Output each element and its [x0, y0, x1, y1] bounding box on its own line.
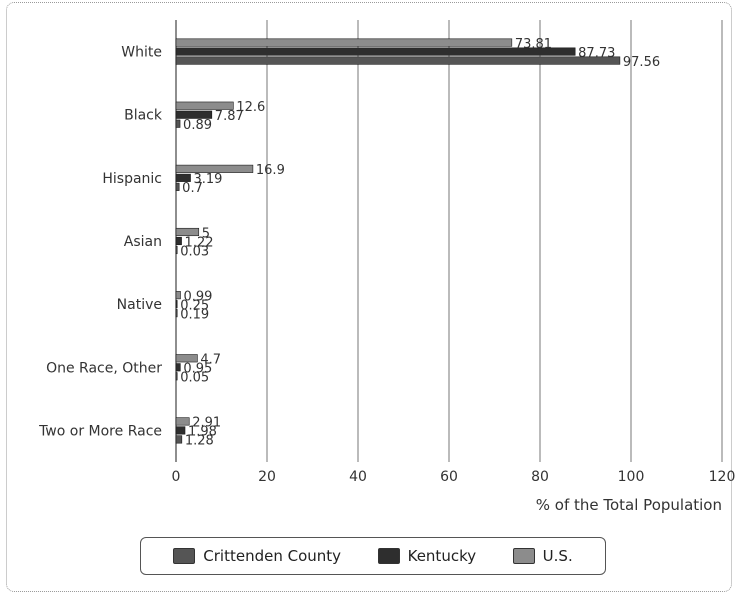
legend-item-crittenden-county[interactable]: Crittenden County	[173, 547, 341, 565]
data-label: 0.99	[184, 289, 213, 304]
category-label: Two or More Race	[38, 423, 162, 439]
category-label: Native	[117, 297, 162, 313]
data-label: 3.19	[194, 172, 223, 187]
bar[interactable]	[175, 417, 190, 426]
bar[interactable]	[175, 110, 213, 119]
bar[interactable]	[175, 227, 200, 237]
bars	[175, 38, 621, 444]
data-label: 5	[202, 226, 210, 241]
legend-label: Kentucky	[407, 547, 477, 565]
data-label: 1.98	[188, 425, 217, 440]
bar[interactable]	[175, 164, 254, 173]
legend: Crittenden County Kentucky U.S.	[140, 537, 606, 575]
data-label: 0.7	[182, 181, 203, 196]
bar[interactable]	[175, 173, 191, 182]
x-tick-label: 120	[709, 469, 736, 485]
chart-frame	[6, 2, 732, 592]
bar[interactable]	[175, 309, 178, 318]
bar[interactable]	[175, 435, 183, 444]
category-labels: White Black Hispanic Asian Native One Race, O…	[38, 45, 163, 440]
data-label: 2.91	[192, 416, 221, 431]
bar[interactable]	[175, 56, 621, 65]
bar[interactable]	[175, 119, 181, 128]
bar[interactable]	[175, 38, 513, 47]
bar[interactable]	[175, 245, 178, 255]
data-label: 73.81	[515, 37, 552, 52]
legend-swatch	[173, 548, 196, 564]
bar[interactable]	[175, 47, 576, 56]
data-label: 0.03	[180, 244, 209, 259]
data-label: 0.95	[183, 362, 212, 377]
bar[interactable]	[175, 354, 198, 363]
x-tick-label: 80	[531, 469, 549, 485]
legend-label: U.S.	[542, 547, 573, 565]
data-label: 0.25	[180, 298, 209, 313]
legend-swatch	[377, 548, 400, 564]
x-tick-label: 60	[440, 469, 458, 485]
bar[interactable]	[175, 236, 182, 246]
bar[interactable]	[175, 300, 178, 309]
bar[interactable]	[175, 363, 181, 372]
data-label: 7.87	[215, 109, 244, 124]
data-label: 87.73	[578, 46, 615, 61]
category-label: Hispanic	[102, 171, 162, 187]
legend-item-kentucky[interactable]: Kentucky	[377, 547, 477, 565]
data-label: 1.28	[185, 434, 214, 449]
data-label: 16.9	[256, 163, 285, 178]
gridlines	[175, 20, 723, 462]
bar[interactable]	[175, 372, 178, 381]
bar[interactable]	[175, 182, 180, 191]
data-label: 0.05	[180, 371, 209, 386]
legend-swatch	[512, 548, 535, 564]
x-tick-label: 40	[349, 469, 367, 485]
data-label: 12.6	[236, 100, 265, 115]
category-label: Asian	[124, 234, 162, 250]
bar[interactable]	[175, 426, 186, 435]
value-labels: 73.8187.7397.5612.67.870.8916.93.190.751…	[180, 37, 660, 449]
x-tick-label: 100	[618, 469, 645, 485]
x-tick-label: 0	[172, 469, 181, 485]
bar[interactable]	[175, 291, 181, 300]
data-label: 97.56	[623, 55, 660, 70]
x-axis-title: % of the Total Population	[536, 496, 722, 514]
bar[interactable]	[175, 101, 234, 110]
data-label: 0.89	[183, 118, 212, 133]
category-label: One Race, Other	[46, 360, 162, 376]
category-label: White	[121, 45, 162, 61]
legend-label: Crittenden County	[203, 547, 342, 565]
category-label: Black	[124, 108, 163, 124]
x-tick-label: 20	[258, 469, 276, 485]
legend-item-us[interactable]: U.S.	[512, 547, 573, 565]
x-tick-labels: 0 20 40 60 80 100 120	[172, 469, 736, 485]
data-label: 4.7	[200, 353, 221, 368]
data-label: 1.22	[185, 235, 214, 250]
data-label: 0.19	[180, 307, 209, 322]
